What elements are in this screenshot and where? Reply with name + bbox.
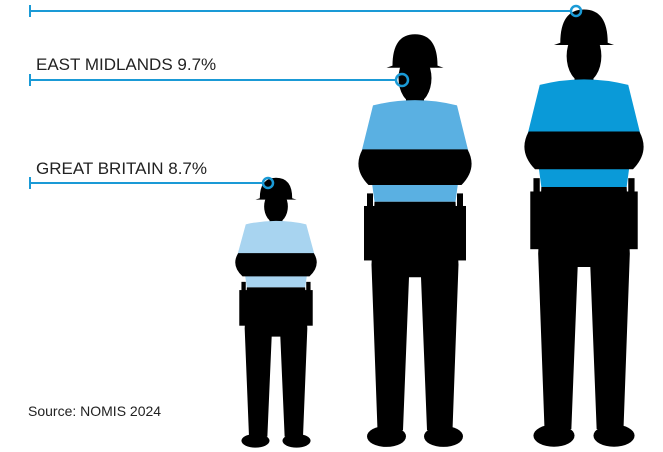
leader-dot (394, 72, 410, 88)
region-label: GREAT BRITAIN 8.7% (36, 159, 207, 178)
worker-small (235, 177, 317, 448)
region-label: EAST MIDLANDS 9.7% (36, 55, 216, 74)
worker-large (524, 9, 644, 447)
leader-dot (569, 4, 583, 18)
source-note: Source: NOMIS 2024 (28, 403, 161, 419)
worker-medium (358, 34, 472, 447)
leader-dot (261, 176, 275, 190)
